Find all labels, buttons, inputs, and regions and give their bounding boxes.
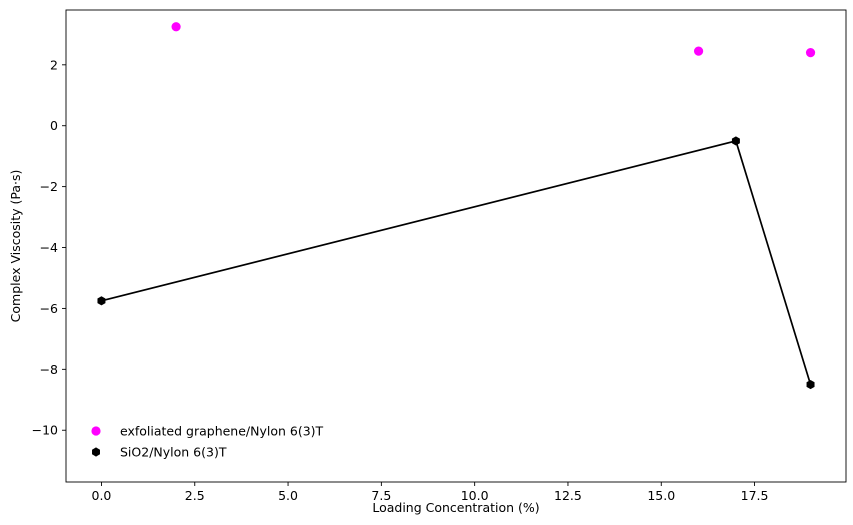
x-tick-label: 17.5 bbox=[741, 488, 769, 503]
x-tick-label: 7.5 bbox=[371, 488, 391, 503]
series-2-point bbox=[731, 136, 740, 146]
y-tick-label: −10 bbox=[32, 423, 58, 438]
legend: exfoliated graphene/Nylon 6(3)T SiO2/Nylo… bbox=[91, 424, 324, 460]
axes: 0.0 2.5 5.0 7.5 10.0 12.5 15.0 17.5 2 0 −2 −4 −6 −8 −1… bbox=[8, 9, 847, 515]
axes-frame bbox=[65, 9, 847, 483]
series-1-point bbox=[693, 46, 704, 56]
y-tick-label: 2 bbox=[50, 57, 58, 72]
x-tick-label: 5.0 bbox=[278, 488, 298, 503]
series-1-point bbox=[805, 48, 816, 58]
plot-area bbox=[97, 22, 816, 390]
y-tick-label: −6 bbox=[40, 301, 58, 316]
series-2-point bbox=[806, 379, 815, 390]
series-2-point bbox=[97, 296, 106, 306]
x-tick-label: 2.5 bbox=[185, 488, 205, 503]
legend-marker bbox=[91, 426, 101, 436]
x-tick-label: 12.5 bbox=[554, 488, 582, 503]
x-axis-label: Loading Concentration (%) bbox=[372, 500, 539, 515]
x-tick-label: 10.0 bbox=[461, 488, 489, 503]
y-tick-label: −4 bbox=[40, 240, 58, 255]
legend-marker bbox=[92, 447, 100, 457]
y-tick-label: −2 bbox=[40, 179, 58, 194]
series-1-point bbox=[171, 22, 181, 32]
legend-label: exfoliated graphene/Nylon 6(3)T bbox=[120, 424, 324, 439]
legend-label: SiO2/Nylon 6(3)T bbox=[120, 445, 227, 460]
y-tick-label: 0 bbox=[50, 118, 58, 133]
y-axis-label: Complex Viscosity (Pa·s) bbox=[8, 170, 23, 323]
x-tick-label: 15.0 bbox=[647, 488, 675, 503]
x-tick-label: 0.0 bbox=[92, 488, 112, 503]
y-tick-label: −8 bbox=[40, 362, 58, 377]
series-2-line bbox=[101, 139, 812, 385]
